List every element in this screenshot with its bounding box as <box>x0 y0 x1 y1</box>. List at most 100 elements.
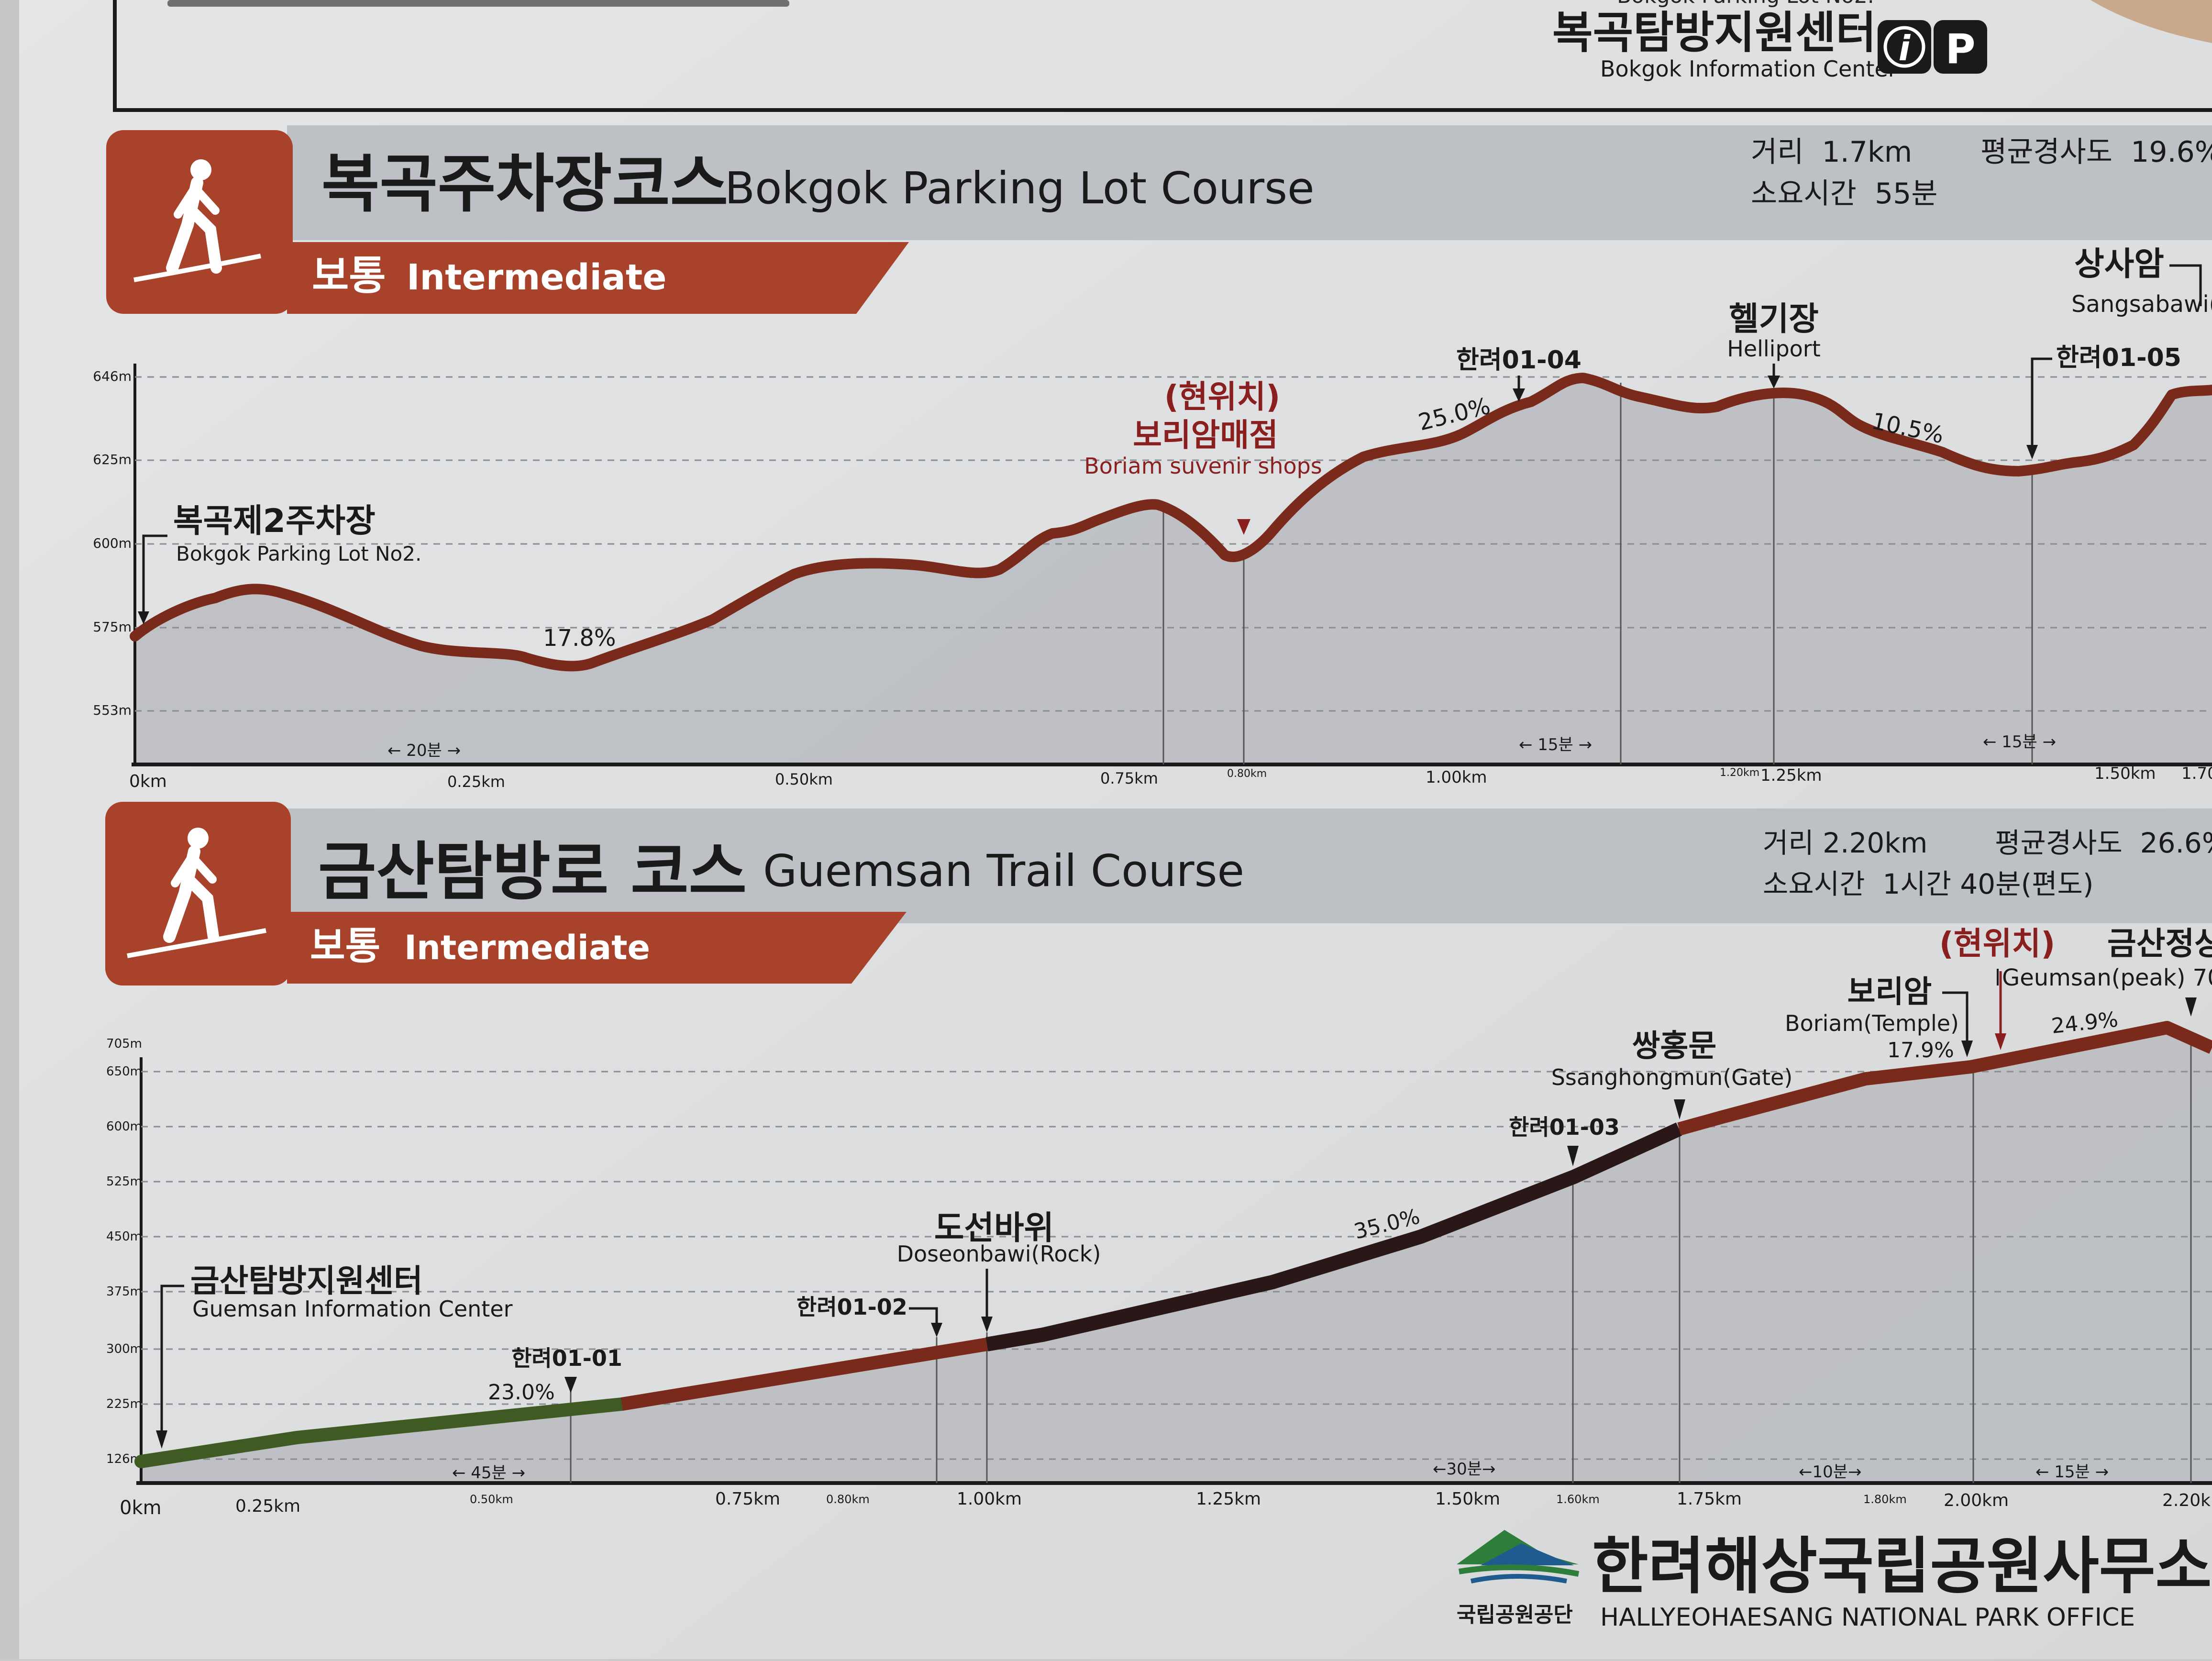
course2-ssang-marker: 쌍홍문 Ssanghongmun(Gate) <box>1551 1029 1792 1119</box>
course2-drop-lines <box>570 1036 2192 1483</box>
x-tick: 0km <box>120 1497 162 1519</box>
course1-gridlines <box>135 376 2212 712</box>
course2-level-en: Intermediate <box>404 928 650 967</box>
information-icon: i <box>1878 20 1931 74</box>
doseon-label-en: Doseonbawi(Rock) <box>897 1241 1101 1267</box>
doseon-label-ko: 도선바위 <box>934 1209 1054 1247</box>
course2-trail-green <box>134 1397 629 1468</box>
map-terrain-blob <box>2090 0 2212 43</box>
course2-header: 금산탐방로 코스 Guemsan Trail Course 보통 Interme… <box>105 802 2212 986</box>
x-tick: 1.00km <box>957 1489 1022 1509</box>
y-tick: 300m <box>106 1342 142 1356</box>
y-tick: 646m <box>93 368 132 384</box>
marker-label: 한려01-04 <box>1456 346 1582 375</box>
course1-level-en: Intermediate <box>407 257 666 298</box>
duration-label: ←10분→ <box>1799 1462 1862 1482</box>
heliport-label-en: Helliport <box>1727 336 1821 362</box>
course2-x-ticks: 0km 0.25km 0.50km 0.75km 0.80km 1.00km 1… <box>120 1489 2211 1519</box>
course1-x-ticks: 0km 0.25km 0.50km 0.75km 0.80km 1.00km 1… <box>129 764 2212 791</box>
parking-icon: P <box>1934 20 1987 74</box>
y-tick: 705m <box>106 1037 142 1051</box>
x-tick: 1.25km <box>1196 1489 1261 1509</box>
x-tick: 0.25km <box>235 1496 300 1516</box>
x-tick: 0.80km <box>1227 768 1267 780</box>
course1-sangsa-marker: 상사암 Sangsabawi(Rock) <box>2071 245 2212 318</box>
marker-label: 한려01-05 <box>2056 343 2181 372</box>
duration-label: ← 20분 → <box>387 741 461 760</box>
course2-trail-red-1 <box>620 1338 988 1411</box>
course1-level-band <box>287 242 909 314</box>
course2-title-ko: 금산탐방로 코스 <box>318 835 747 909</box>
y-tick: 575m <box>93 619 132 635</box>
course2-trail-red-2 <box>1677 1021 2212 1136</box>
board-left-edge <box>0 0 19 1659</box>
cut-parking-label: Bokgok Parking Lot No2. <box>1617 0 1874 8</box>
y-tick: 650m <box>106 1064 142 1079</box>
marker-label: 한려01-02 <box>796 1294 907 1320</box>
course2-durations: ← 45분 → ←30분→ ←10분→ ← 15분 → <box>452 1460 2109 1483</box>
marker-label: 한려01-01 <box>511 1345 622 1371</box>
boriam-label-ko: 보리암 <box>1847 974 1932 1010</box>
x-tick: 1.80km <box>1863 1493 1907 1506</box>
x-tick: 1.50km <box>1435 1489 1500 1509</box>
x-tick: 1.75km <box>1677 1489 1742 1509</box>
start-label-ko: 금산탐방지원센터 <box>190 1262 423 1299</box>
slope-label: 17.8% <box>543 625 616 652</box>
course2-doseon-marker: 도선바위 Doseonbawi(Rock) <box>897 1209 1101 1332</box>
course2-banner <box>287 808 2212 923</box>
shop-label-en: Boriam suvenir shops <box>1084 453 1322 479</box>
course2-avg-slope: 평균경사도 26.6% <box>1995 827 2212 859</box>
svg-text:i: i <box>1899 28 1911 68</box>
course1-drop-lines <box>1162 383 2033 764</box>
start-label-en: Bokgok Parking Lot No2. <box>176 542 421 565</box>
course2-marker-0102: 한려01-02 <box>796 1294 942 1337</box>
course1-marker-0104: 한려01-04 <box>1456 346 1582 402</box>
org-label: 국립공원공단 <box>1457 1603 1573 1627</box>
office-label-ko: 한려해상국립공원사무소 <box>1592 1531 2212 1602</box>
top-map-strip: Bokgok Parking Lot No2. 복곡탐방지원센터 Bokgok … <box>113 0 2212 112</box>
duration-label: ←30분→ <box>1433 1460 1496 1479</box>
sangsa-label-ko: 상사암 <box>2074 245 2164 283</box>
duration-label: ← 15분 → <box>1983 732 2056 752</box>
course1-banner <box>287 125 2212 240</box>
course2-title-en: Guemsan Trail Course <box>763 845 1244 897</box>
y-tick: 625m <box>93 452 132 467</box>
course1-y-ticks: 646m 625m 600m 575m 553m <box>93 368 132 718</box>
course2-level-band <box>287 912 907 984</box>
x-tick: 1.50km <box>2094 764 2156 783</box>
course1-title-en: Bokgok Parking Lot Course <box>725 163 1315 214</box>
hiker-icon <box>127 828 266 958</box>
duration-label: ← 15분 → <box>1519 735 1592 754</box>
y-tick: 600m <box>106 1119 142 1134</box>
course1-heliport-marker: 헬기장 Helliport <box>1727 300 1821 388</box>
course2-here-marker: (현위치) <box>1939 925 2056 1050</box>
here-label: (현위치) <box>1164 378 1281 415</box>
course2-distance: 거리 2.20km <box>1763 827 1927 859</box>
course1-distance: 거리 1.7km <box>1751 135 1912 169</box>
office-label-en: HALLYEOHAESANG NATIONAL PARK OFFICE <box>1600 1603 2135 1632</box>
x-tick: 1.20km <box>1720 767 1759 779</box>
course2-gridlines <box>141 1071 2212 1460</box>
peak-label-en: Geumsan(peak) 705 <box>2002 964 2212 991</box>
course2-area-fill <box>141 1028 2212 1483</box>
course1-title-ko: 복곡주차장코스 <box>321 147 728 221</box>
x-tick: 2.00km <box>1944 1491 2009 1510</box>
x-tick: 1.00km <box>1426 768 1487 787</box>
x-tick: 0.50km <box>470 1493 513 1506</box>
course2-boriam-marker: 보리암 Boriam(Temple) <box>1785 974 1973 1057</box>
course1-area-fill <box>135 378 2212 765</box>
course2-marker-0101: 한려01-01 <box>511 1345 622 1393</box>
x-tick: 0.75km <box>715 1489 780 1509</box>
x-tick: 1.25km <box>1760 766 1822 785</box>
y-tick: 450m <box>106 1229 142 1244</box>
course1-header: 복곡주차장코스 Bokgok Parking Lot Course 보통 Int… <box>106 125 2212 314</box>
duration-label: ← 15분 → <box>2035 1462 2109 1482</box>
heliport-label-ko: 헬기장 <box>1729 300 1819 338</box>
national-park-logo-icon <box>1457 1530 1580 1583</box>
start-label-en: Guemsan Information Center <box>192 1296 513 1322</box>
here-label: (현위치) <box>1939 925 2056 962</box>
duration-label: ← 45분 → <box>452 1463 525 1483</box>
slope-label: 23.0% <box>488 1380 555 1405</box>
hiker-icon <box>133 159 261 282</box>
